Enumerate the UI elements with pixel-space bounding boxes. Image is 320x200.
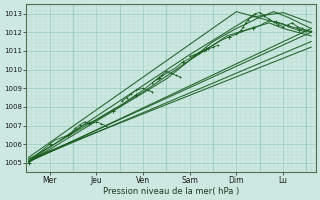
X-axis label: Pression niveau de la mer( hPa ): Pression niveau de la mer( hPa ) (103, 187, 239, 196)
